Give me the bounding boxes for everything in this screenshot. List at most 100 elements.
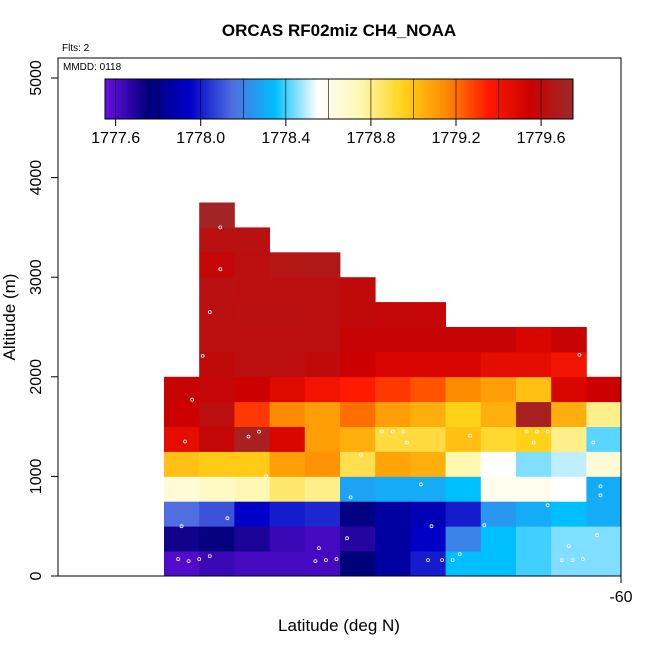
sample-point (225, 516, 230, 521)
heatmap-cell (445, 501, 482, 527)
heatmap-cell (340, 302, 376, 328)
heatmap-cell (551, 426, 587, 452)
heatmap-cell (375, 526, 411, 552)
heatmap-cell (445, 476, 482, 502)
heatmap-cell (164, 551, 200, 577)
sample-point (440, 558, 445, 562)
heatmap-cell (375, 351, 411, 378)
sample-point (598, 484, 603, 489)
heatmap-cell (480, 526, 517, 552)
heatmap-cell (516, 327, 552, 353)
heatmap-cell (269, 351, 306, 378)
heatmap-cell (516, 501, 552, 527)
chart-title: ORCAS RF02miz CH4_NOAA (222, 21, 456, 40)
heatmap-cell (304, 351, 341, 378)
heatmap-cell (340, 476, 376, 502)
heatmap-cell (164, 526, 200, 552)
x-axis-label: Latitude (deg N) (278, 616, 400, 635)
heatmap-cell (375, 551, 411, 577)
heatmap-cell (516, 551, 552, 577)
heatmap-cell (234, 227, 270, 253)
heatmap-cell (269, 526, 306, 552)
colorbar-tick-label: 1779.2 (432, 130, 481, 147)
heatmap-cell (164, 376, 200, 403)
heatmap-cell (410, 351, 446, 378)
sample-point (566, 544, 571, 548)
y-tick-label: 2000 (28, 359, 45, 395)
heatmap-cell (304, 476, 341, 502)
sample-point (190, 397, 195, 402)
heatmap-cell (269, 302, 306, 328)
heatmap-cell (445, 426, 482, 452)
flights-label: Flts: 2 (62, 43, 90, 54)
colorbar-tick-label: 1777.6 (91, 130, 140, 147)
heatmap-cell (269, 401, 306, 427)
heatmap-cell (445, 451, 482, 477)
heatmap-cell (164, 501, 200, 527)
sample-point (404, 440, 409, 445)
sample-point (591, 440, 596, 445)
heatmap-cell (164, 451, 200, 477)
sample-point (348, 495, 353, 500)
heatmap-cell (445, 526, 482, 552)
heatmap-cell (586, 501, 622, 527)
y-axis-label: Altitude (m) (0, 274, 19, 361)
heatmap-cell (516, 476, 552, 502)
heatmap-cell (269, 252, 306, 278)
sample-point (316, 546, 321, 550)
heatmap-cell (269, 327, 306, 353)
sample-point (186, 559, 191, 563)
sample-point (577, 352, 582, 357)
heatmap-cell (516, 526, 552, 552)
heatmap-cell (304, 526, 341, 552)
sample-point (257, 429, 261, 434)
heatmap-cell (340, 501, 376, 527)
sample-point (345, 536, 349, 541)
sample-point (207, 554, 212, 558)
sample-point (313, 559, 318, 563)
sample-point (468, 433, 473, 438)
heatmap-cell (375, 501, 411, 527)
heatmap-cell (199, 526, 235, 552)
heatmap-cell (199, 476, 235, 502)
date-label: MMDD: 0118 (63, 62, 122, 73)
heatmap-cell (410, 501, 446, 527)
colorbar-tick-label: 1778.8 (346, 130, 395, 147)
sample-point (492, 479, 497, 484)
heatmap-cell (269, 277, 306, 303)
heatmap-cell (234, 401, 270, 427)
sample-point (531, 440, 536, 445)
heatmap-cell (234, 501, 270, 527)
heatmap-cell (340, 376, 376, 403)
heatmap-cell (304, 551, 341, 577)
sample-point (176, 557, 181, 561)
heatmap-cell (480, 351, 517, 378)
heatmap-cell (410, 376, 446, 403)
heatmap-cell (304, 327, 341, 353)
heatmap-cell (164, 476, 200, 502)
heatmap-cell (199, 351, 235, 378)
sample-point (218, 225, 223, 230)
heatmap-cell (234, 426, 270, 452)
heatmap-cell (410, 551, 446, 577)
heatmap-cell (234, 327, 270, 353)
sample-point (426, 558, 430, 562)
sample-point (179, 524, 184, 529)
y-tick-label: 5000 (28, 60, 45, 96)
heatmap-cell (199, 451, 235, 477)
heatmap-cell (199, 501, 235, 527)
heatmap-cell (199, 202, 235, 228)
sample-point (545, 503, 550, 508)
heatmap-cell (304, 252, 341, 278)
sample-point (359, 452, 364, 457)
heatmap-cell (480, 327, 517, 353)
heatmap-cell (516, 376, 552, 403)
heatmap-cell (199, 227, 235, 253)
heatmap-cell (551, 451, 587, 477)
heatmap-cell (199, 277, 235, 303)
sample-point (183, 439, 188, 444)
heatmap-cell (445, 327, 482, 353)
sample-point (200, 353, 205, 358)
sample-point (323, 558, 328, 562)
